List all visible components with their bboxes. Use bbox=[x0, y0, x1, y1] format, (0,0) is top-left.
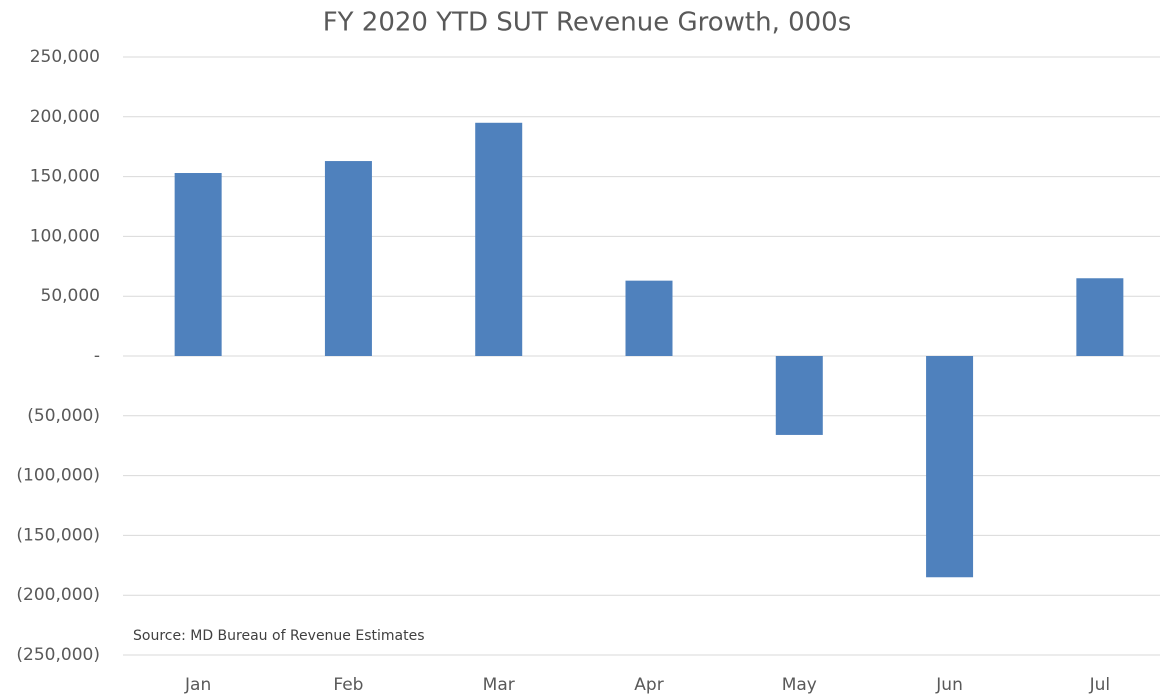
bar bbox=[625, 280, 673, 356]
bar bbox=[324, 161, 372, 356]
x-tick-label: May bbox=[782, 675, 817, 695]
y-tick-label: (150,000) bbox=[16, 525, 100, 545]
y-tick-label: (50,000) bbox=[27, 406, 100, 426]
source-note: Source: MD Bureau of Revenue Estimates bbox=[133, 628, 425, 644]
x-tick-label: Jun bbox=[935, 675, 963, 695]
x-tick-label: Jan bbox=[184, 675, 211, 695]
y-tick-label: (250,000) bbox=[16, 645, 100, 665]
bar bbox=[926, 356, 974, 578]
y-tick-label: 50,000 bbox=[41, 286, 100, 306]
bar bbox=[1076, 278, 1124, 356]
bar bbox=[475, 122, 523, 356]
x-tick-label: Mar bbox=[483, 675, 515, 695]
y-tick-label: 250,000 bbox=[30, 47, 100, 67]
y-tick-label: (100,000) bbox=[16, 466, 100, 486]
x-tick-label: Apr bbox=[634, 675, 663, 695]
y-tick-label: 200,000 bbox=[30, 107, 100, 127]
bar bbox=[174, 173, 222, 356]
bar bbox=[775, 356, 823, 435]
chart-title: FY 2020 YTD SUT Revenue Growth, 000s bbox=[323, 8, 852, 38]
y-tick-label: 100,000 bbox=[30, 226, 100, 246]
x-tick-label: Feb bbox=[333, 675, 363, 695]
x-tick-label: Jul bbox=[1089, 675, 1111, 695]
y-tick-label: - bbox=[94, 346, 100, 366]
y-tick-label: (200,000) bbox=[16, 585, 100, 605]
y-tick-label: 150,000 bbox=[30, 167, 100, 187]
